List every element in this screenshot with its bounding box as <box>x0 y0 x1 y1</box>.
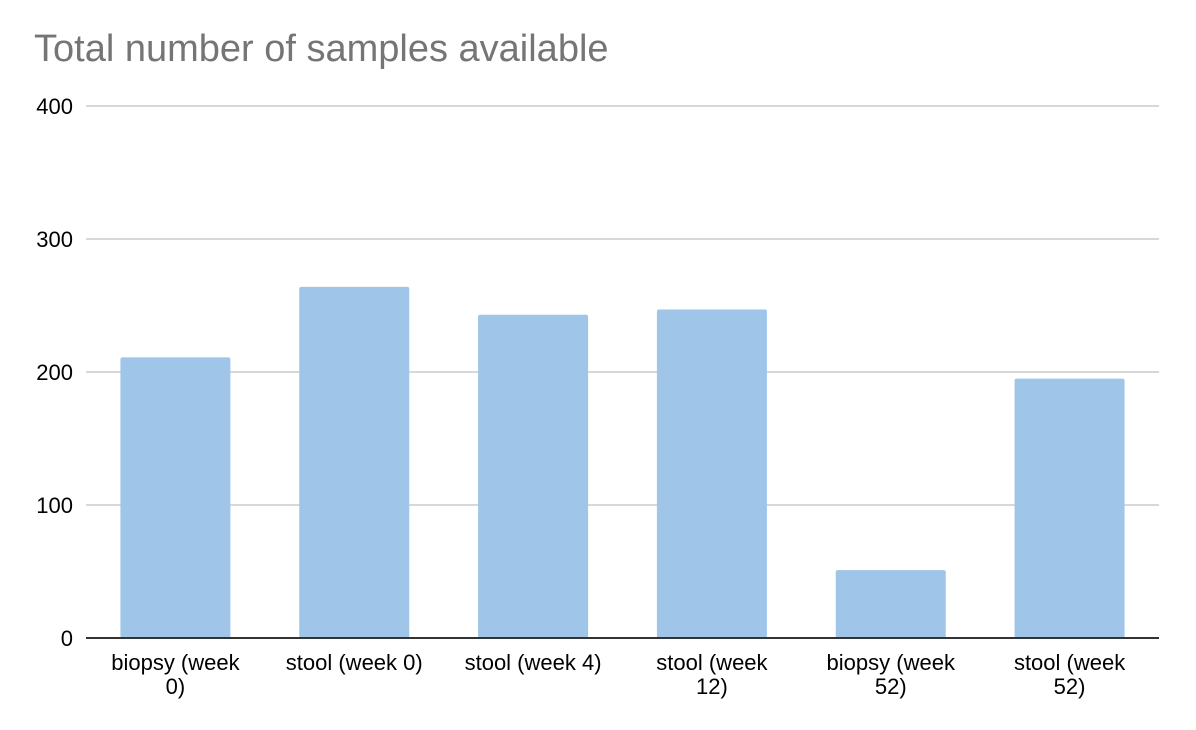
x-tick-label: stool (week 52) <box>1014 650 1126 699</box>
y-axis-tick-labels: 0 100 200 300 400 <box>36 94 73 651</box>
y-tick-label: 400 <box>36 94 73 119</box>
x-tick-label: biopsy (week 0) <box>111 650 240 699</box>
x-axis-tick-labels: biopsy (week 0) stool (week 0) stool (week … <box>111 650 1126 699</box>
y-tick-label: 100 <box>36 493 73 518</box>
x-tick-label: biopsy (week 52) <box>827 650 956 699</box>
bar-6 <box>1014 378 1125 638</box>
y-tick-label: 200 <box>36 360 73 385</box>
bar-1 <box>120 357 231 638</box>
x-tick-label: stool (week 0) <box>286 650 423 675</box>
bar-4 <box>656 309 767 638</box>
x-tick-label: stool (week 4) <box>465 650 602 675</box>
bars <box>120 286 1125 638</box>
gridlines <box>86 105 1159 506</box>
y-tick-label: 0 <box>61 626 73 651</box>
chart-title: Total number of samples available <box>34 28 609 70</box>
bar-5 <box>835 570 946 638</box>
bar-3 <box>478 314 589 638</box>
y-tick-label: 300 <box>36 227 73 252</box>
bar-2 <box>299 286 410 638</box>
x-tick-label: stool (week 12) <box>656 650 768 699</box>
